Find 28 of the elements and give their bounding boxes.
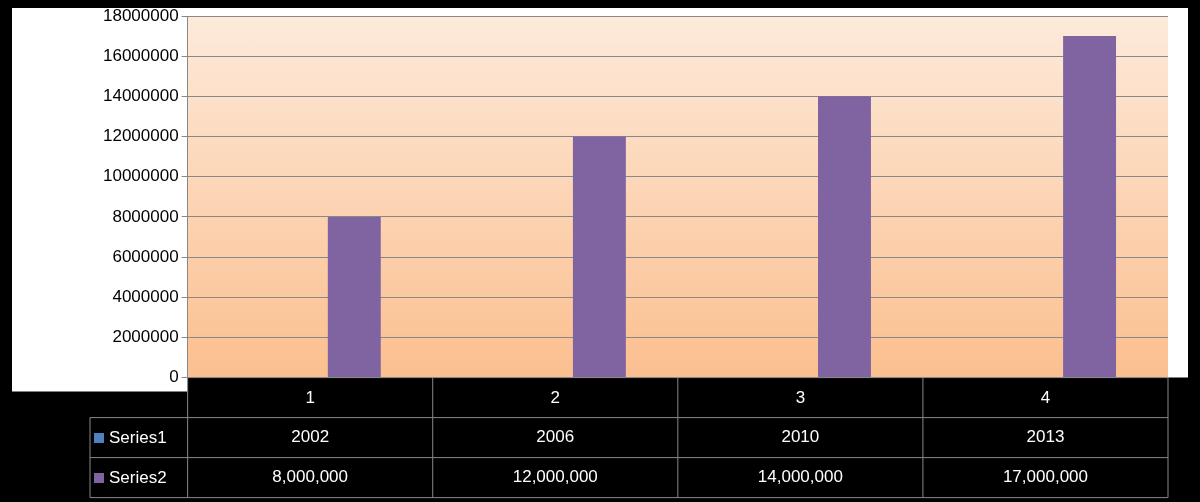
bar	[1063, 36, 1117, 378]
legend-label: Series2	[109, 467, 167, 488]
bar	[818, 96, 871, 378]
x-tick-label: 4	[1040, 388, 1051, 408]
y-tick-label: 18000000	[103, 5, 179, 25]
y-tick-label: 0	[169, 367, 179, 387]
data-label: 14,000,000	[757, 467, 843, 487]
legend-label: Series1	[109, 427, 167, 448]
data-label: 2010	[781, 427, 820, 447]
data-label: 17,000,000	[1002, 467, 1088, 487]
y-tick-label: 8000000	[112, 206, 179, 226]
data-label: 2006	[536, 427, 575, 447]
y-tick-label: 2000000	[112, 327, 179, 347]
x-tick-label: 1	[305, 388, 315, 408]
x-tick-label: 2	[550, 388, 561, 408]
y-tick-label: 16000000	[103, 45, 179, 65]
y-tick-label: 12000000	[103, 126, 179, 146]
bar	[327, 216, 381, 378]
bar	[572, 136, 626, 378]
data-label: 2002	[291, 427, 330, 447]
data-label: 8,000,000	[272, 467, 348, 487]
data-label: 2013	[1026, 427, 1065, 447]
y-tick-label: 10000000	[103, 166, 179, 186]
y-tick-label: 4000000	[112, 286, 179, 306]
x-tick-label: 3	[795, 388, 806, 408]
data-label: 12,000,000	[512, 467, 598, 487]
y-tick-label: 14000000	[103, 86, 179, 106]
y-tick-label: 6000000	[112, 246, 179, 266]
